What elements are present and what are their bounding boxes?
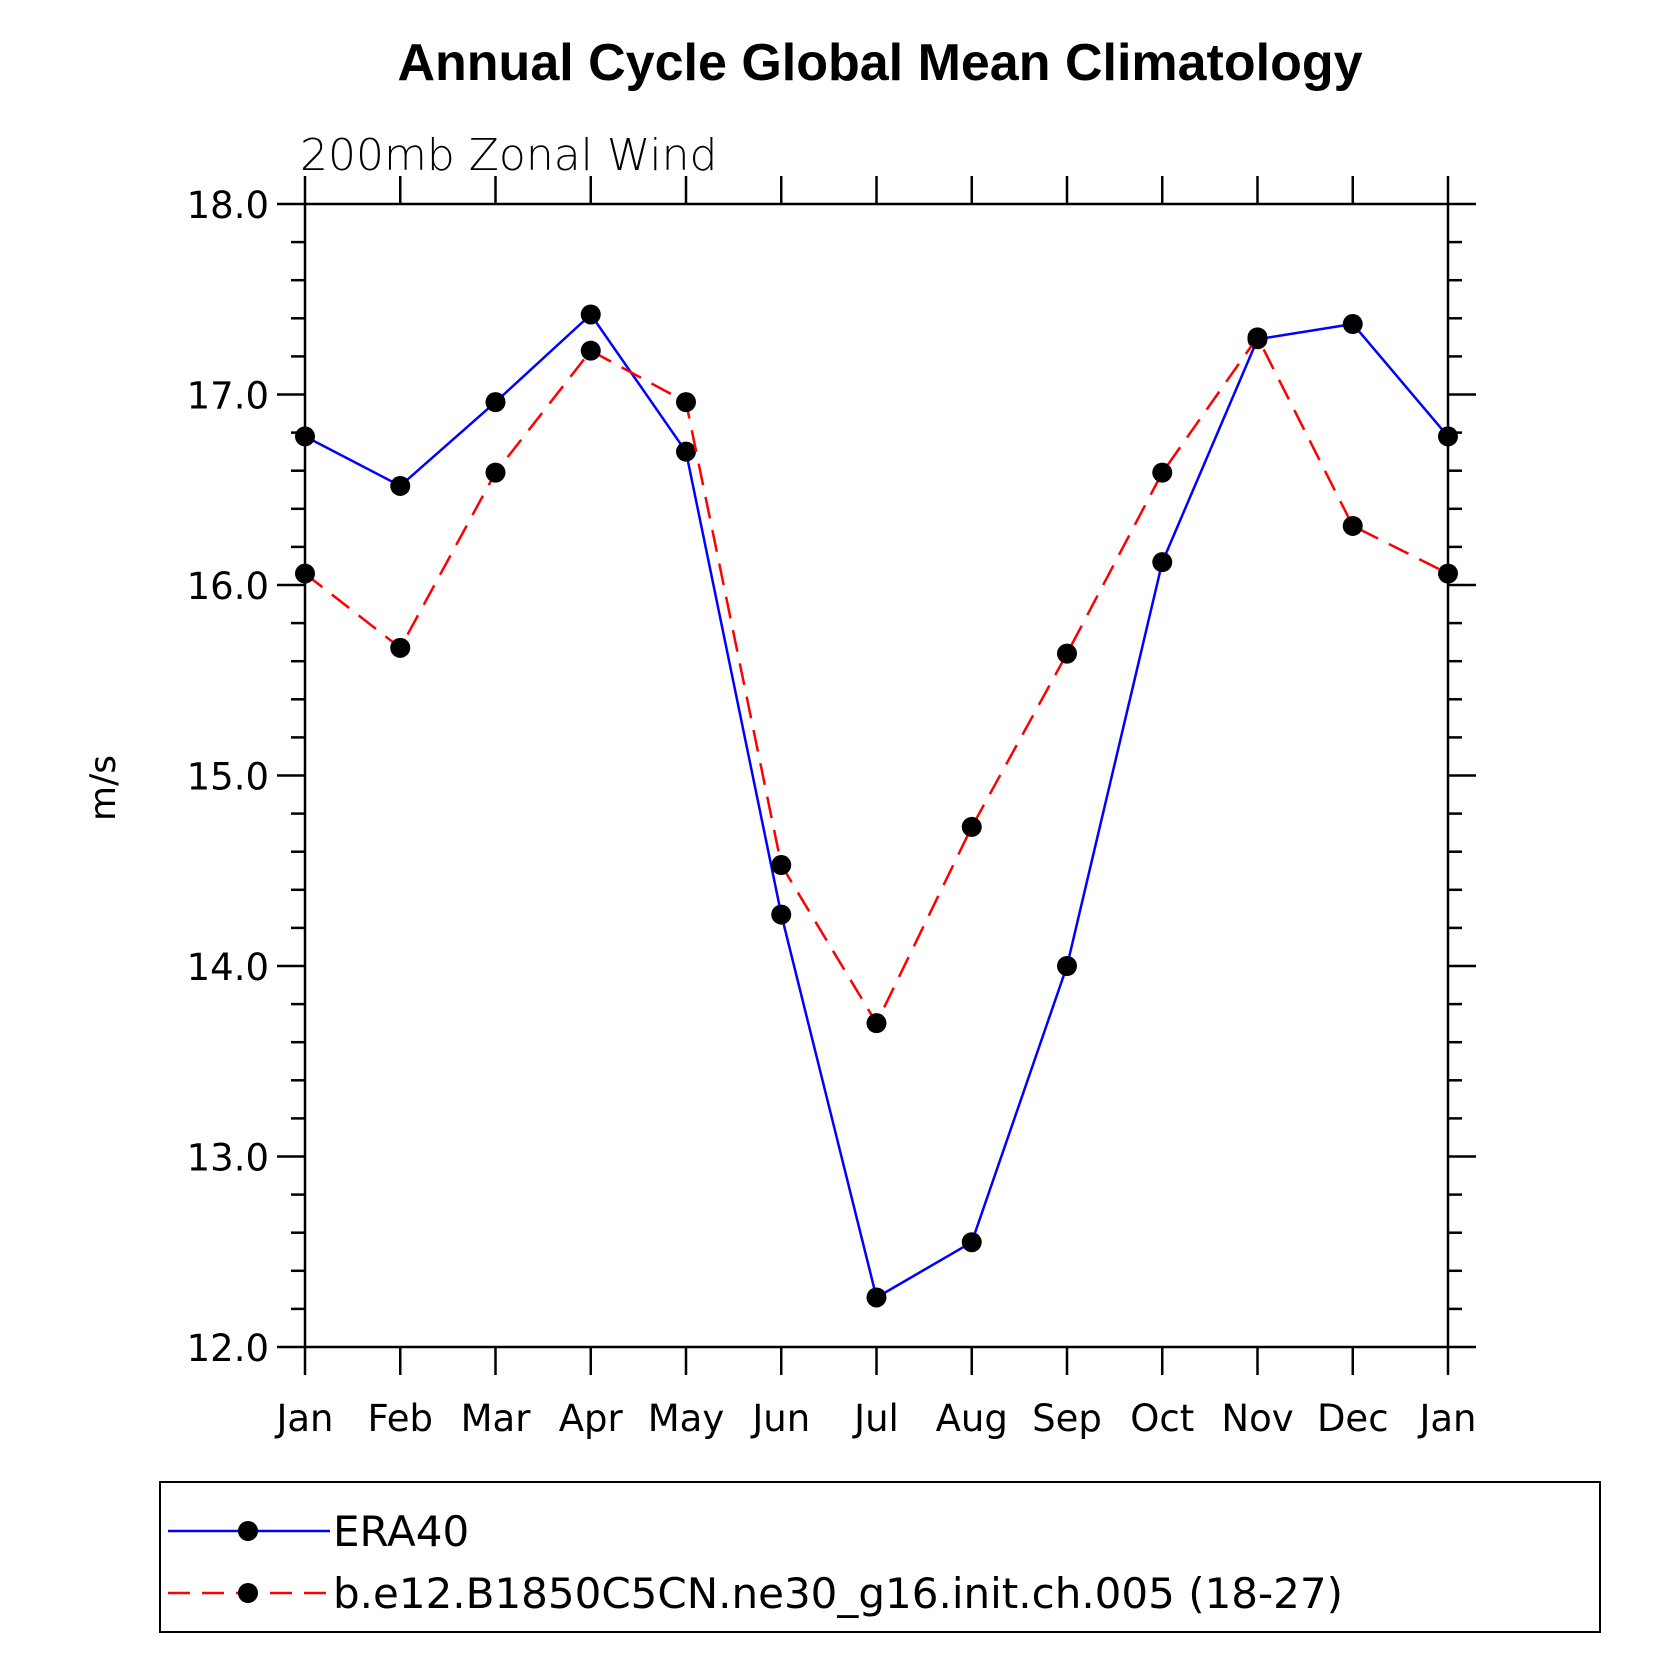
x-tick-label: Feb (367, 1397, 433, 1440)
x-tick-label: Apr (559, 1397, 624, 1440)
series-2-point (676, 392, 696, 413)
series-2-point (580, 340, 601, 361)
series-1-point (580, 304, 601, 325)
x-tick-label: Aug (936, 1397, 1008, 1440)
y-tick-label: 13.0 (187, 1137, 269, 1180)
series-2-point (866, 1013, 887, 1034)
series-2-point (485, 462, 506, 483)
series-1-point (771, 904, 792, 925)
series-2-point (961, 816, 982, 837)
series-1-point (1342, 314, 1363, 335)
x-tick-label: Oct (1130, 1397, 1194, 1440)
series-1-point (1438, 426, 1458, 447)
y-tick-label: 14.0 (187, 946, 269, 989)
legend: ERA40 b.e12.B1850C5CN.ne30_g16.init.ch.00… (159, 1481, 1601, 1633)
y-tick-label: 16.0 (187, 565, 269, 608)
series-1-point (1152, 552, 1173, 573)
series-1-point (295, 426, 315, 447)
chart-subtitle: 200mb Zonal Wind (300, 130, 717, 181)
legend-label-1: ERA40 (333, 1507, 469, 1556)
series-1-point (485, 392, 506, 413)
series-1-point (1057, 956, 1077, 976)
y-tick-label: 12.0 (187, 1327, 269, 1370)
legend-label-2: b.e12.B1850C5CN.ne30_g16.init.ch.005 (18… (333, 1569, 1343, 1618)
series-1-point (866, 1287, 887, 1308)
chart-title: Annual Cycle Global Mean Climatology (397, 34, 1362, 92)
plot-frame (303, 202, 1450, 1349)
y-tick-label: 15.0 (187, 756, 269, 799)
legend-marker-2 (238, 1583, 258, 1603)
legend-box (159, 1481, 1601, 1633)
series-line-2 (304, 334, 1449, 1026)
series-layer (295, 304, 1458, 1308)
x-tick-label: Jan (274, 1397, 333, 1440)
x-tick-label: Mar (461, 1397, 532, 1440)
legend-marker-1 (238, 1521, 258, 1541)
x-tick-label: Dec (1317, 1397, 1389, 1440)
x-tick-label: Sep (1032, 1397, 1102, 1440)
series-2-point (771, 855, 792, 876)
x-tick-label: May (648, 1397, 725, 1440)
series-2-point (1247, 327, 1268, 348)
y-tick-label: 18.0 (187, 184, 269, 227)
x-tick-label: Jan (1417, 1397, 1476, 1440)
series-2-point (390, 637, 411, 658)
y-tick-label: 17.0 (187, 375, 269, 418)
series-2-point (1057, 643, 1077, 664)
series-2-point (1152, 462, 1173, 483)
series-1-point (961, 1232, 982, 1253)
x-tick-label: Nov (1221, 1397, 1293, 1440)
series-2-point (1342, 515, 1363, 536)
x-tick-label: Jul (852, 1397, 899, 1440)
series-line-1 (304, 312, 1449, 1300)
series-1-point (390, 475, 411, 496)
series-2-point (295, 563, 315, 584)
y-axis-label: m/s (83, 755, 124, 821)
axes: Jan Feb Mar Apr May Jun Jul Aug Sep Oct Nov Dec Jan1… (187, 176, 1477, 1440)
x-tick-label: Jun (750, 1397, 810, 1440)
series-1-point (676, 441, 696, 462)
series-2-point (1438, 563, 1458, 584)
